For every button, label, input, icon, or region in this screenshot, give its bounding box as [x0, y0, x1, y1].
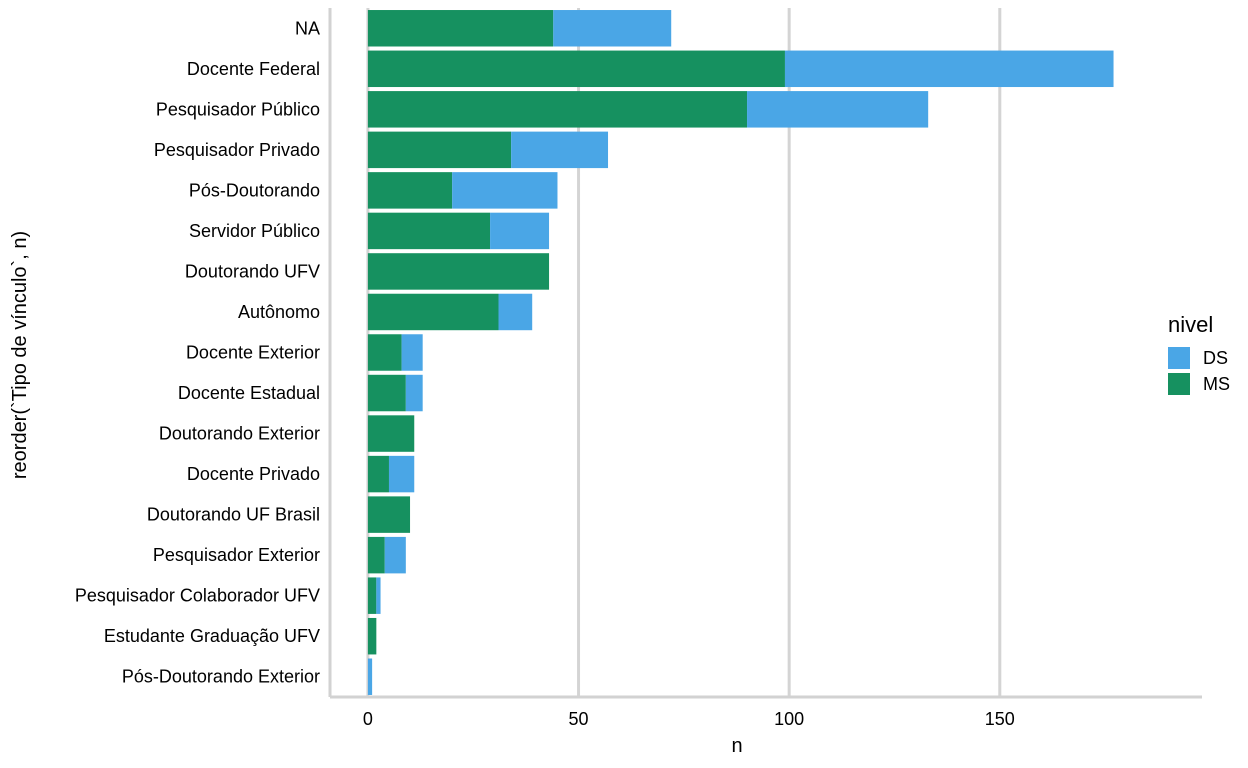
legend-label: DS [1203, 348, 1228, 368]
y-tick-label: Docente Federal [187, 59, 320, 79]
legend: nivel DS MS [1168, 312, 1230, 395]
bar-ms [367, 91, 748, 128]
y-tick-label: Pesquisador Privado [154, 140, 320, 160]
bar-ms [367, 374, 406, 412]
bar-ds [452, 172, 558, 209]
y-tick-label: Pesquisador Público [156, 99, 320, 119]
legend-label: MS [1203, 374, 1230, 394]
bar-ds [553, 10, 672, 47]
bar-ms [367, 334, 402, 371]
y-tick-label: Estudante Graduação UFV [104, 626, 320, 646]
bar-ms [367, 455, 389, 493]
bar-ds [784, 50, 1114, 88]
legend-key-ms [1168, 373, 1190, 395]
y-tick-label: Pós-Doutorando [189, 180, 320, 200]
bar-ds [498, 293, 533, 331]
bar-ds [490, 212, 550, 250]
y-axis-title: reorder(`Tipo de vínculo`, n) [9, 231, 31, 479]
y-tick-label: NA [295, 18, 320, 38]
bar-ds [384, 536, 406, 574]
x-tick-label: 150 [985, 709, 1015, 729]
x-axis-title: n [731, 735, 742, 757]
bar-ms [367, 253, 550, 290]
bar-ms [367, 577, 377, 614]
y-tick-label: Doutorando UFV [185, 261, 320, 281]
y-tick-label: Autônomo [238, 302, 320, 322]
bar-ms [367, 536, 385, 574]
bar-ms [367, 10, 554, 47]
y-tick-label: Servidor Público [189, 221, 320, 241]
x-tick-labels: 0 50 100 150 [363, 709, 1015, 729]
y-tick-labels: NA Docente Federal Pesquisador Público Pesq… [75, 18, 320, 686]
bar-ds [388, 455, 415, 493]
bar-ms [367, 212, 491, 250]
y-tick-label: Docente Estadual [178, 383, 320, 403]
bar-ms [367, 50, 785, 88]
bar-ds [401, 334, 423, 371]
bar-ms [367, 617, 377, 655]
bar-ds [376, 577, 381, 614]
y-tick-label: Doutorando UF Brasil [147, 505, 320, 525]
bar-ms [367, 172, 453, 209]
bar-ms [367, 415, 415, 452]
bar-ds [405, 374, 423, 412]
y-tick-label: Doutorando Exterior [159, 424, 320, 444]
bar-ds [511, 131, 609, 169]
bars [367, 10, 1114, 695]
bar-ms [367, 496, 411, 533]
legend-key-ds [1168, 347, 1190, 369]
legend-title: nivel [1168, 312, 1213, 337]
bar-ds [367, 658, 373, 695]
bar-ms [367, 293, 499, 331]
x-tick-label: 100 [774, 709, 804, 729]
y-tick-label: Docente Exterior [186, 343, 320, 363]
x-tick-label: 0 [363, 709, 373, 729]
axes [328, 8, 1202, 699]
bar-ds [747, 91, 929, 128]
y-tick-label: Pesquisador Exterior [153, 545, 320, 565]
bar-ms [367, 131, 512, 169]
x-tick-label: 50 [569, 709, 589, 729]
y-tick-label: Pesquisador Colaborador UFV [75, 586, 320, 606]
legend-entries: DS MS [1168, 347, 1230, 395]
y-tick-label: Pós-Doutorando Exterior [122, 667, 320, 687]
y-tick-label: Docente Privado [187, 464, 320, 484]
